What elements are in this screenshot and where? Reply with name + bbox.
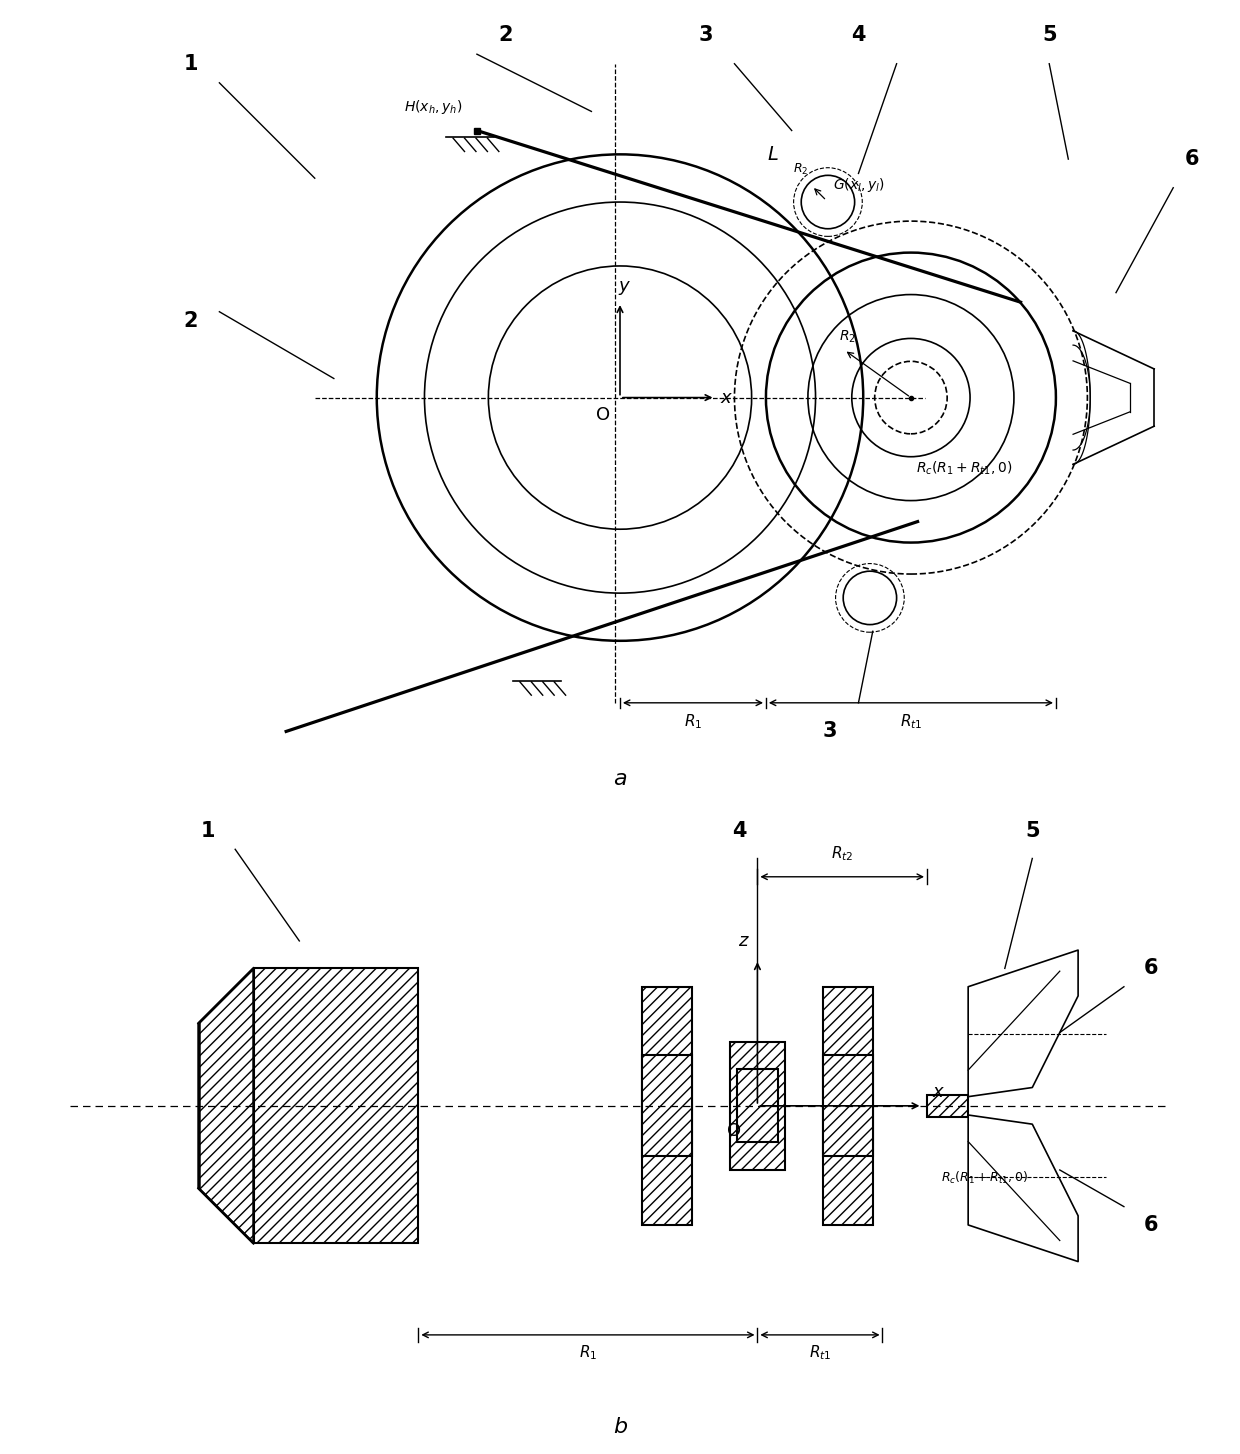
Text: 3: 3 bbox=[698, 25, 713, 45]
Text: L: L bbox=[768, 145, 777, 164]
Text: $x$: $x$ bbox=[931, 1083, 945, 1101]
Text: $R_1$: $R_1$ bbox=[579, 1343, 598, 1362]
Polygon shape bbox=[198, 968, 253, 1243]
Text: 6: 6 bbox=[1185, 150, 1199, 169]
Text: $R_c(R_1+R_{t1}, 0)$: $R_c(R_1+R_{t1}, 0)$ bbox=[915, 459, 1012, 477]
Text: b: b bbox=[613, 1416, 627, 1437]
Bar bbox=[928, 1095, 968, 1117]
Text: $z$: $z$ bbox=[738, 932, 750, 949]
Text: $R_{t1}$: $R_{t1}$ bbox=[808, 1343, 831, 1362]
Text: $x$: $x$ bbox=[720, 388, 733, 407]
Text: 3: 3 bbox=[822, 721, 837, 742]
Text: $R_{t2}$: $R_{t2}$ bbox=[831, 845, 853, 864]
Text: O: O bbox=[595, 406, 610, 423]
Bar bbox=[823, 1056, 873, 1156]
Text: 4: 4 bbox=[851, 25, 866, 45]
Bar bbox=[641, 1056, 692, 1156]
Text: 6: 6 bbox=[1145, 1216, 1158, 1234]
Text: a: a bbox=[614, 769, 626, 790]
Text: $R_{t1}$: $R_{t1}$ bbox=[900, 712, 923, 731]
Bar bbox=[730, 1041, 785, 1170]
Text: $G(x_l, y_l)$: $G(x_l, y_l)$ bbox=[833, 176, 885, 195]
Text: 4: 4 bbox=[732, 822, 746, 840]
Text: 6: 6 bbox=[1145, 958, 1158, 979]
Text: 1: 1 bbox=[201, 822, 215, 840]
Text: 1: 1 bbox=[184, 54, 198, 74]
Text: $R_2$: $R_2$ bbox=[794, 161, 808, 177]
Bar bbox=[737, 1069, 777, 1143]
Text: $R_c(R_1+R_{t1}, 0)$: $R_c(R_1+R_{t1}, 0)$ bbox=[941, 1170, 1028, 1186]
Text: 2: 2 bbox=[498, 25, 513, 45]
Text: 2: 2 bbox=[184, 311, 198, 332]
Bar bbox=[253, 968, 418, 1243]
Text: $H(x_h, y_h)$: $H(x_h, y_h)$ bbox=[404, 99, 463, 116]
Text: $y$: $y$ bbox=[618, 279, 631, 298]
Text: 5: 5 bbox=[1042, 25, 1056, 45]
Bar bbox=[823, 987, 873, 1224]
Text: $R_2$: $R_2$ bbox=[839, 329, 857, 345]
Text: 5: 5 bbox=[1025, 822, 1039, 840]
Bar bbox=[641, 987, 692, 1224]
Text: $R_1$: $R_1$ bbox=[683, 712, 702, 731]
Text: O: O bbox=[727, 1122, 742, 1140]
